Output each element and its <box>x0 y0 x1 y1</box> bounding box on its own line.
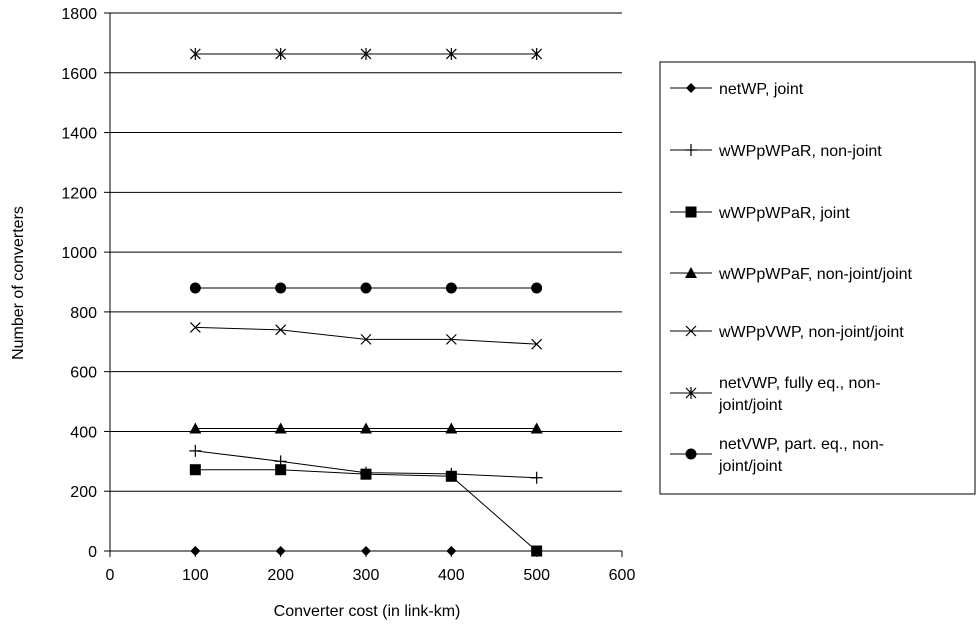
data-point <box>275 282 287 294</box>
legend-item: netVWP, part. eq., non-joint/joint <box>670 436 884 475</box>
data-point <box>189 282 201 294</box>
x-tick-label: 400 <box>438 567 465 584</box>
data-point <box>189 422 202 434</box>
series-3 <box>189 464 543 557</box>
axes: 0 200 400 600 800 1000 1200 1400 1600 1800 0 100 200… <box>61 6 635 584</box>
legend-marker <box>685 325 697 337</box>
series-6 <box>189 47 543 60</box>
legend-item: netVWP, fully eq., non-joint/joint <box>670 375 881 414</box>
legend-item: netWP, joint <box>670 81 804 98</box>
x-axis-title: Converter cost (in link-km) <box>274 603 461 620</box>
legend-item: wWPpVWP, non-joint/joint <box>670 324 904 341</box>
data-point <box>189 464 201 476</box>
data-point <box>446 546 457 556</box>
data-point <box>360 333 372 345</box>
data-point <box>275 546 286 556</box>
data-point <box>275 324 287 336</box>
data-point <box>531 545 543 557</box>
data-point <box>189 47 201 60</box>
legend-item: wWPpWPaR, non-joint <box>670 143 882 160</box>
y-tick-label: 1200 <box>61 185 97 202</box>
legend-box <box>659 61 976 495</box>
legend-label: joint/joint <box>718 397 783 414</box>
data-point <box>530 471 543 484</box>
x-tick-label: 300 <box>353 567 380 584</box>
y-tick-label: 0 <box>88 544 97 561</box>
series-7 <box>189 282 543 294</box>
series-group <box>189 47 543 557</box>
legend-marker <box>685 387 697 399</box>
legend-label: wWPpWPaF, non-joint/joint <box>718 266 913 283</box>
series-line <box>195 326 537 345</box>
y-tick-label: 400 <box>70 424 97 441</box>
legend-label: joint/joint <box>718 458 783 475</box>
data-point <box>189 444 202 457</box>
y-tick-label: 1000 <box>61 245 97 262</box>
series-4 <box>189 422 543 434</box>
data-point <box>360 47 372 60</box>
data-point <box>531 338 543 350</box>
legend-item: wWPpWPaF, non-joint/joint <box>670 266 913 283</box>
data-point <box>274 422 287 434</box>
legend: netWP, joint wWPpWPaR, non-joint wWPpWPaR,… <box>659 61 976 495</box>
data-point <box>189 322 201 333</box>
data-point <box>531 47 543 60</box>
data-point <box>445 282 457 294</box>
x-tick-label: 0 <box>106 567 115 584</box>
data-point <box>445 333 457 345</box>
x-tick-label: 600 <box>609 567 636 584</box>
x-tick-label: 100 <box>182 567 209 584</box>
legend-label: netVWP, part. eq., non- <box>719 436 884 453</box>
legend-label: wWPpWPaR, joint <box>718 205 850 222</box>
x-tick-label: 500 <box>523 567 550 584</box>
data-point <box>530 422 543 434</box>
gridlines <box>110 12 622 492</box>
data-point <box>445 422 458 434</box>
legend-label: netVWP, fully eq., non- <box>719 375 881 392</box>
data-point <box>531 282 543 294</box>
data-point <box>275 464 287 476</box>
legend-label: wWPpVWP, non-joint/joint <box>718 324 904 341</box>
legend-label: netWP, joint <box>719 81 804 98</box>
data-point <box>361 546 371 556</box>
legend-marker <box>685 206 697 218</box>
y-tick-label: 200 <box>70 484 97 501</box>
legend-marker <box>685 448 697 460</box>
y-tick-label: 800 <box>70 305 97 322</box>
x-tick-label: 200 <box>267 567 294 584</box>
legend-marker <box>685 144 697 156</box>
data-point <box>190 546 201 556</box>
legend-label: wWPpWPaR, non-joint <box>718 143 882 160</box>
series-5 <box>189 322 543 350</box>
y-tick-label: 600 <box>70 365 97 382</box>
y-tick-label: 1800 <box>61 6 97 23</box>
legend-marker <box>686 83 696 93</box>
data-point <box>445 47 457 60</box>
legend-marker <box>685 267 697 278</box>
series-1 <box>190 546 542 556</box>
data-point <box>275 47 287 60</box>
data-point <box>445 470 457 482</box>
series-line <box>195 469 537 552</box>
y-tick-label: 1400 <box>61 126 97 143</box>
data-point <box>360 422 372 434</box>
data-point <box>360 468 372 480</box>
y-axis-title: Number of converters <box>10 206 27 360</box>
y-tick-label: 1600 <box>61 66 97 83</box>
data-point <box>360 282 372 294</box>
legend-item: wWPpWPaR, joint <box>670 205 850 222</box>
